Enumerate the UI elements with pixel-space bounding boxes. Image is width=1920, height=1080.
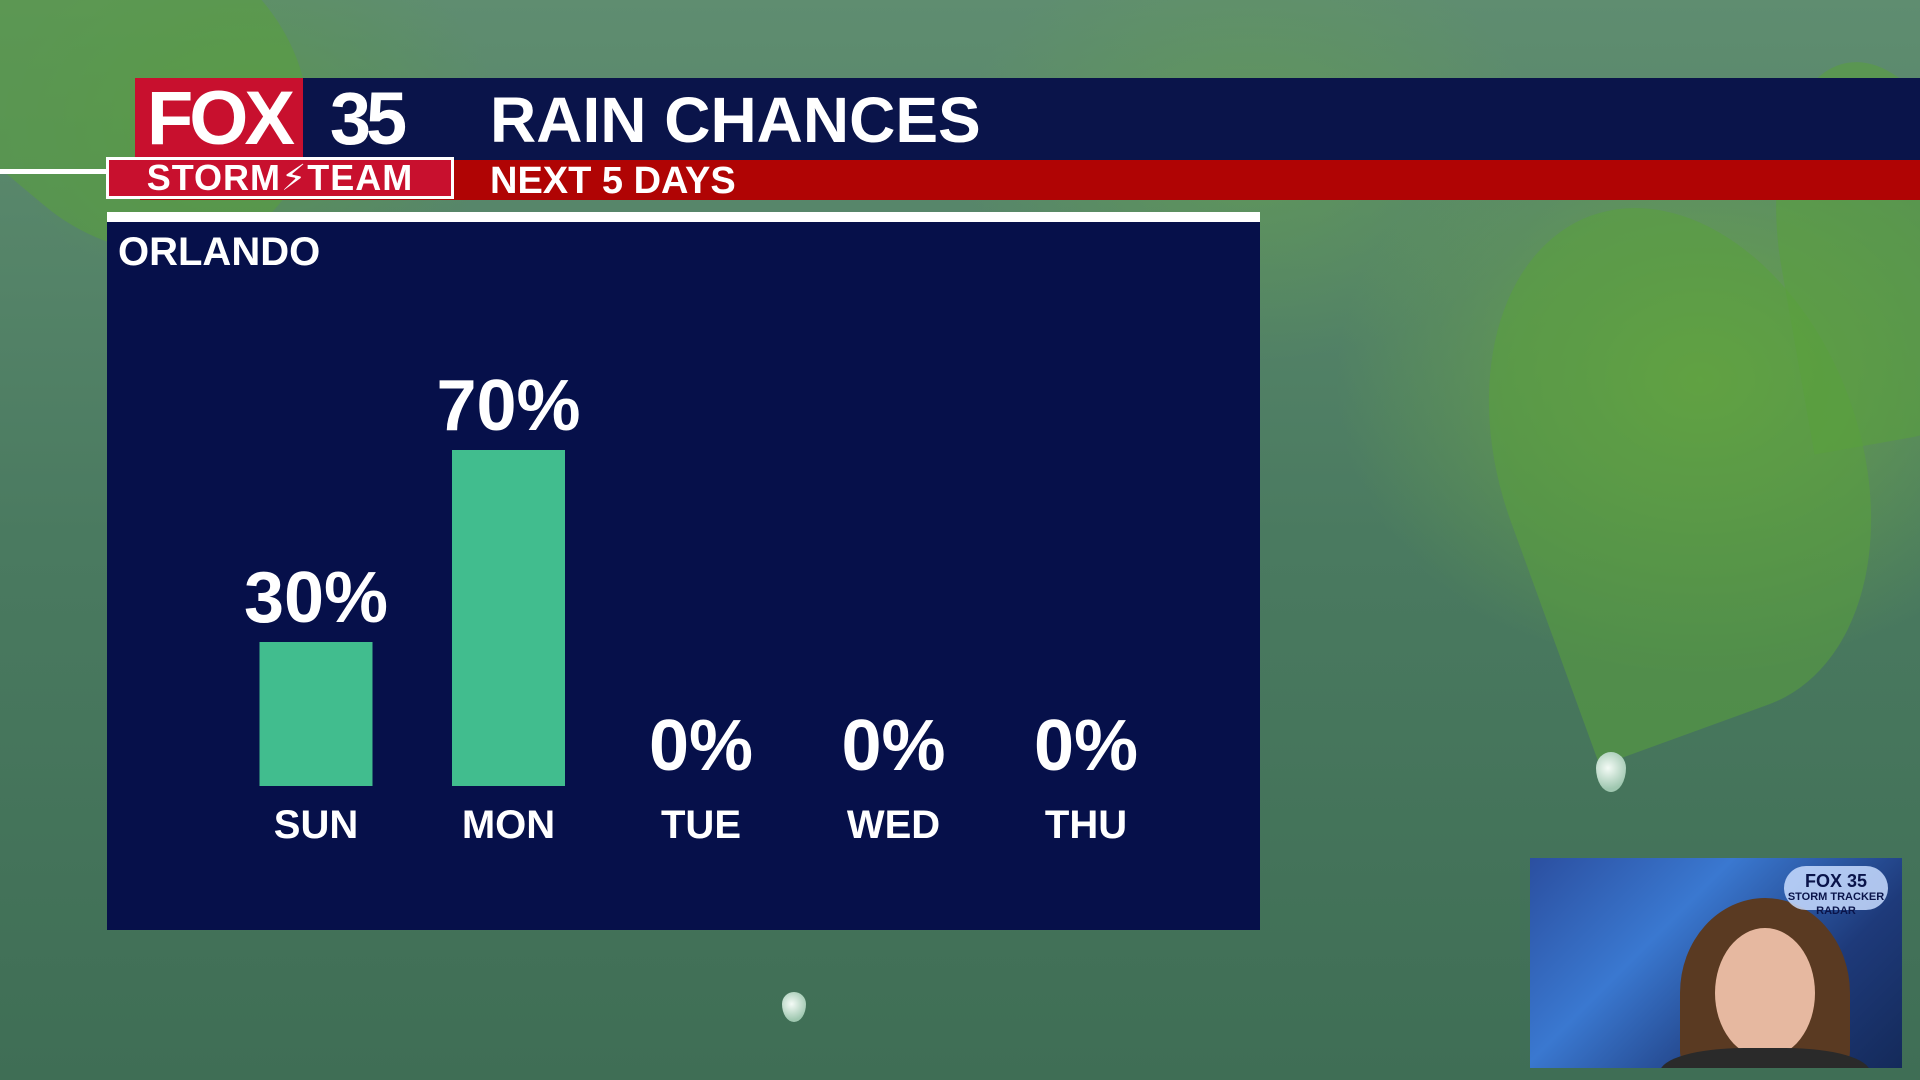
presenter-video-inset: FOX 35 STORM TRACKER RADAR xyxy=(1530,858,1902,1068)
category-label-tue: TUE xyxy=(661,803,741,847)
logo-fox-text: FOX xyxy=(135,78,303,160)
value-label-tue: 0% xyxy=(649,706,753,786)
category-label-sun: SUN xyxy=(274,803,358,847)
bar-mon xyxy=(452,450,565,786)
value-label-wed: 0% xyxy=(841,706,945,786)
radar-logo: FOX 35 STORM TRACKER RADAR xyxy=(1784,866,1888,917)
category-label-thu: THU xyxy=(1045,803,1127,847)
logo-storm-team: STORM⚡TEAM xyxy=(106,157,454,199)
value-label-thu: 0% xyxy=(1034,706,1138,786)
water-drop xyxy=(782,992,806,1022)
header-accent-line xyxy=(0,169,110,174)
bar-sun xyxy=(259,642,373,786)
presenter-body xyxy=(1660,1048,1870,1068)
category-label-wed: WED xyxy=(847,803,940,847)
page-title: RAIN CHANCES xyxy=(490,84,981,156)
header-title-bar xyxy=(140,78,1920,160)
value-label-mon: 70% xyxy=(436,366,580,446)
radar-logo-line: STORM TRACKER RADAR xyxy=(1787,891,1885,917)
water-drop xyxy=(1596,752,1626,792)
category-label-mon: MON xyxy=(462,803,555,847)
location-label: ORLANDO xyxy=(118,230,321,274)
chart-panel xyxy=(107,212,1260,930)
presenter-face xyxy=(1715,928,1815,1058)
radar-logo-fox: FOX 35 xyxy=(1804,871,1868,891)
rain-chance-chart: 30% SUN 70% MON 0% TUE 0% WED 0% THU xyxy=(244,366,1138,847)
logo-station-number: 35 xyxy=(306,78,426,160)
page-subtitle: NEXT 5 DAYS xyxy=(490,160,736,202)
value-label-sun: 30% xyxy=(244,558,388,638)
